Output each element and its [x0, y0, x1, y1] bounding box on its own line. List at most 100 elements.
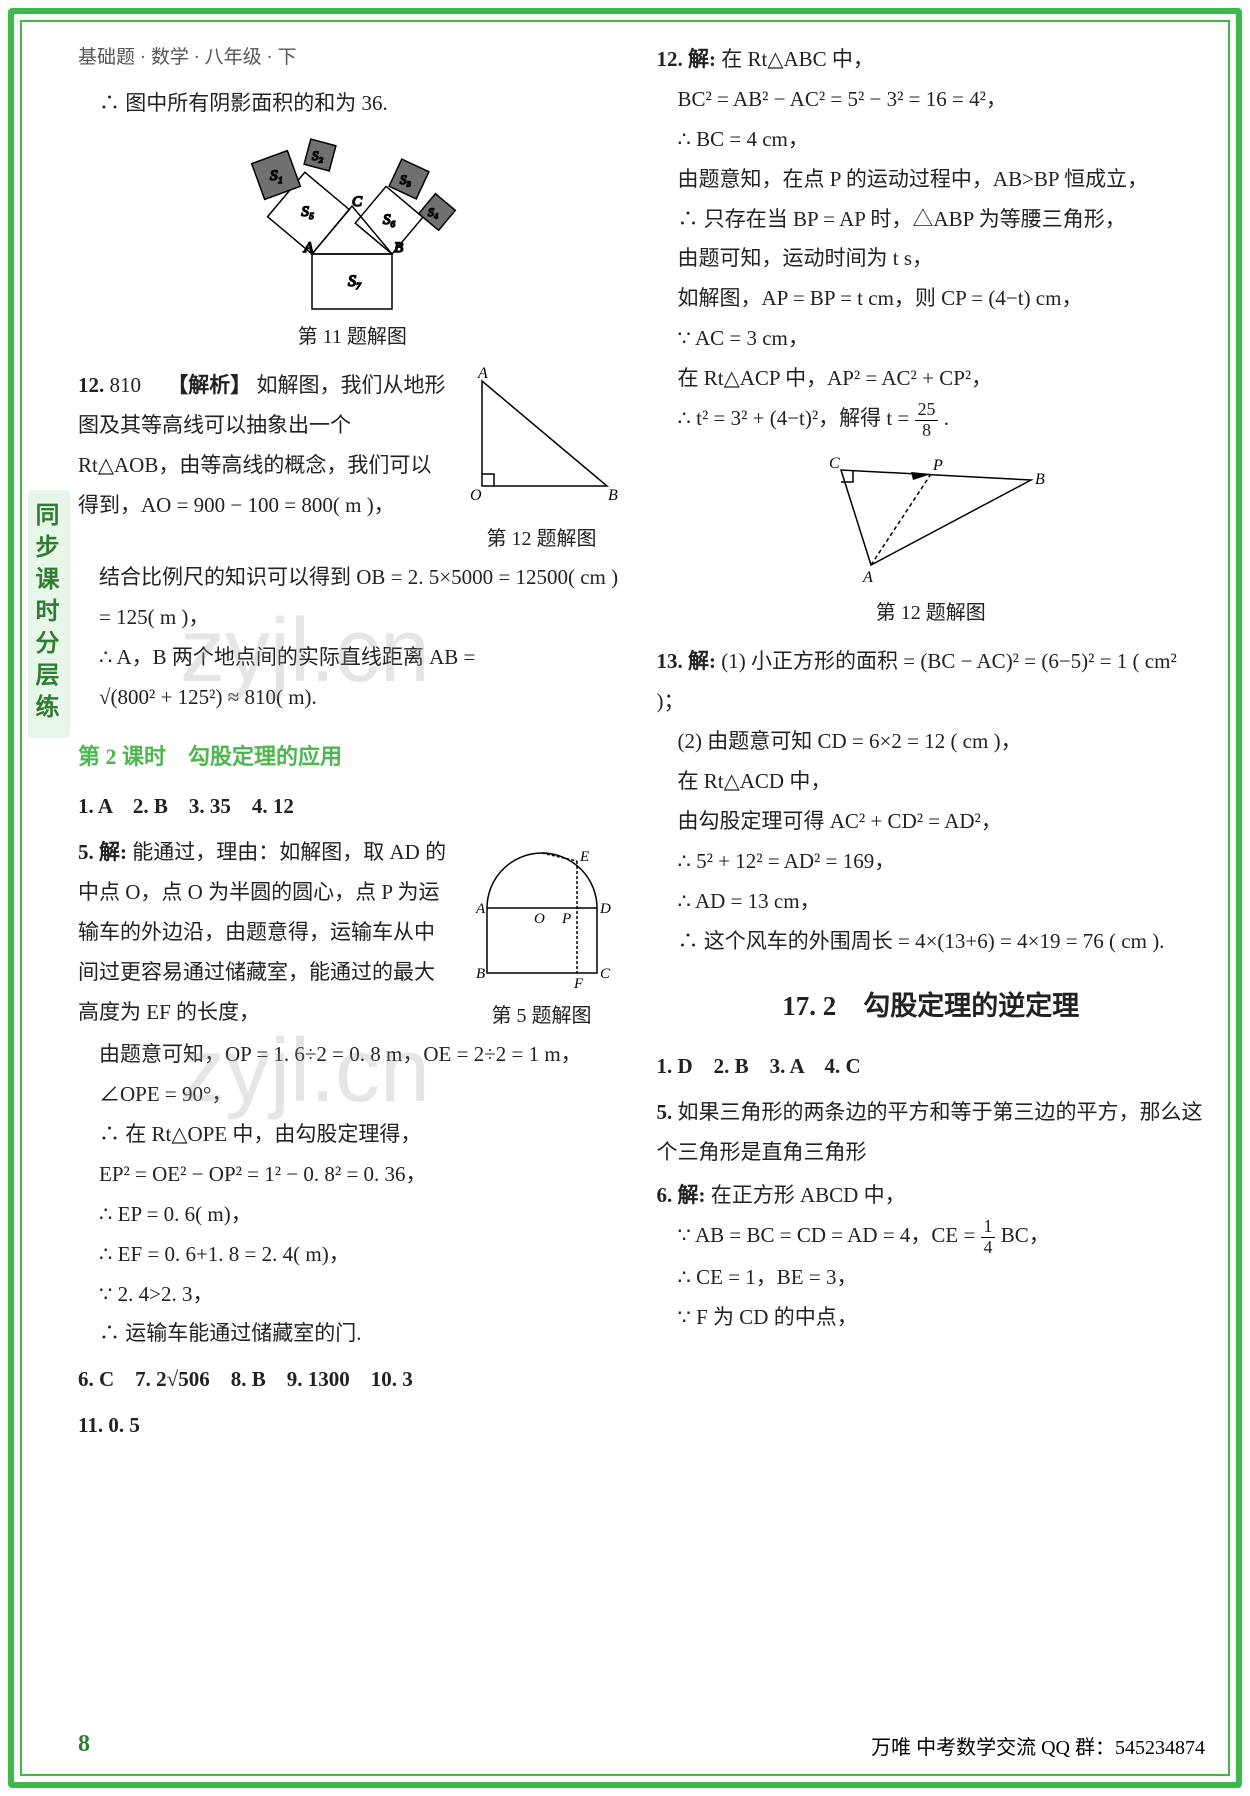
- svg-text:B: B: [476, 966, 485, 982]
- q12-text2: 结合比例尺的知识可以得到 OB = 2. 5×5000 = 12500( cm …: [78, 558, 627, 638]
- frac-den-14: 4: [981, 1238, 996, 1258]
- q5-text5: ∴ EP = 0. 6( m)，: [78, 1195, 627, 1235]
- q12r-l8: ∵ AC = 3 cm，: [657, 319, 1206, 359]
- fraction-25-8: 25 8: [915, 400, 939, 440]
- left-column: 基础题 · 数学 · 八年级 · 下 ∴ 图中所有阴影面积的和为 36. S₇ …: [78, 40, 627, 1736]
- section-17-2-title: 17. 2 勾股定理的逆定理: [657, 981, 1206, 1032]
- q5-text8: ∴ 运输车能通过储藏室的门.: [78, 1314, 627, 1354]
- svg-text:A: A: [862, 569, 873, 586]
- q6r: 6. 解: 在正方形 ABCD 中， ∵ AB = BC = CD = AD =…: [657, 1176, 1206, 1337]
- figure-5: A D B C O P E F 第 5 题解图: [457, 833, 627, 1035]
- svg-text:S₂: S₂: [312, 148, 324, 163]
- q12r-l10b: .: [944, 406, 949, 430]
- q12r-l7: 如解图，AP = BP = t cm，则 CP = (4−t) cm，: [657, 279, 1206, 319]
- q5r-number: 5.: [657, 1100, 673, 1124]
- svg-text:S₁: S₁: [270, 168, 283, 184]
- analysis-label: 【解析】: [167, 373, 251, 397]
- q12r-l5: ∴ 只存在当 BP = AP 时，△ABP 为等腰三角形，: [657, 200, 1206, 240]
- q13-number: 13.: [657, 649, 683, 673]
- svg-text:S₃: S₃: [400, 172, 411, 187]
- q13-l1: (1) 小正方形的面积 = (BC − AC)² = (6−5)² = 1 ( …: [657, 649, 1177, 713]
- q6r-l2: ∵ AB = BC = CD = AD = 4，CE = 1 4 BC，: [657, 1216, 1206, 1257]
- svg-text:C: C: [600, 966, 611, 982]
- q12r-number: 12.: [657, 47, 683, 71]
- frac-den: 8: [915, 421, 939, 441]
- svg-text:F: F: [573, 976, 584, 992]
- q6r-l2b: BC，: [1001, 1223, 1050, 1247]
- q12-answer: 810: [110, 373, 142, 397]
- figure-5-caption: 第 5 题解图: [457, 997, 627, 1035]
- q12-left: A O B 第 12 题解图 12. 810 【解析】 如解图，我们从地形图及其…: [78, 366, 627, 718]
- frac-num-14: 1: [981, 1217, 996, 1238]
- q6r-l1: 在正方形 ABCD 中，: [711, 1183, 906, 1207]
- svg-text:B: B: [608, 487, 618, 504]
- q13-label: 解:: [688, 649, 716, 673]
- q6r-l4: ∵ F 为 CD 的中点，: [657, 1298, 1206, 1338]
- q5-text2: 由题意可知，OP = 1. 6÷2 = 0. 8 m，OE = 2÷2 = 1 …: [78, 1035, 627, 1115]
- answers-row-2: 6. C 7. 2√506 8. B 9. 1300 10. 3: [78, 1360, 627, 1400]
- q5-text1: 能通过，理由：如解图，取 AD 的中点 O，点 O 为半圆的圆心，点 P 为运输…: [78, 840, 446, 1024]
- side-tab: 同步课时分层练: [28, 490, 70, 738]
- section-2-title: 第 2 课时 勾股定理的应用: [78, 736, 627, 778]
- triangle-acp-diagram: A C B P: [801, 450, 1061, 590]
- q12-number: 12.: [78, 373, 104, 397]
- q11-answer: 11. 0. 5: [78, 1406, 627, 1446]
- q5-number: 5.: [78, 840, 94, 864]
- footer: 8 万唯 中考数学交流 QQ 群：545234874: [78, 1731, 1205, 1760]
- q12r-l10: ∴ t² = 3² + (4−t)²，解得 t = 25 8 .: [657, 399, 1206, 440]
- right-column: 12. 解: 在 Rt△ABC 中， BC² = AB² − AC² = 5² …: [657, 40, 1206, 1736]
- figure-12-right: A C B P 第 12 题解图: [657, 450, 1206, 632]
- svg-text:D: D: [599, 901, 611, 917]
- right-triangle-aob: A O B: [462, 366, 622, 516]
- svg-text:A: A: [475, 901, 486, 917]
- q5-text3: ∴ 在 Rt△OPE 中，由勾股定理得，: [78, 1115, 627, 1155]
- figure-12-left: A O B 第 12 题解图: [457, 366, 627, 558]
- page-number: 8: [78, 1731, 90, 1760]
- content-columns: 基础题 · 数学 · 八年级 · 下 ∴ 图中所有阴影面积的和为 36. S₇ …: [78, 40, 1205, 1736]
- q12r-l3: ∴ BC = 4 cm，: [657, 120, 1206, 160]
- svg-text:S₇: S₇: [348, 273, 362, 290]
- q12r-l10a: ∴ t² = 3² + (4−t)²，解得 t =: [678, 406, 915, 430]
- q5-label: 解:: [99, 840, 127, 864]
- svg-text:S₆: S₆: [383, 212, 396, 228]
- svg-text:S₅: S₅: [302, 204, 315, 220]
- svg-text:C: C: [829, 455, 840, 472]
- q12r-l2: BC² = AB² − AC² = 5² − 3² = 16 = 4²，: [657, 80, 1206, 120]
- footer-text: 万唯 中考数学交流 QQ 群：545234874: [871, 1731, 1205, 1760]
- q12r-l1: 在 Rt△ABC 中，: [721, 47, 874, 71]
- q12r-l9: 在 Rt△ACP 中，AP² = AC² + CP²，: [657, 359, 1206, 399]
- svg-text:O: O: [534, 911, 545, 927]
- answers-row-1: 1. A 2. B 3. 35 4. 12: [78, 787, 627, 827]
- q6r-label: 解:: [678, 1183, 706, 1207]
- q12-right: 12. 解: 在 Rt△ABC 中， BC² = AB² − AC² = 5² …: [657, 40, 1206, 632]
- q12-text4: √(800² + 125²) ≈ 810( m).: [78, 678, 627, 718]
- svg-text:C: C: [352, 194, 363, 210]
- q12r-l4: 由题意知，在点 P 的运动过程中，AB>BP 恒成立，: [657, 160, 1206, 200]
- svg-text:P: P: [561, 911, 571, 927]
- q5: A D B C O P E F 第 5 题解图 5. 解: 能通过，理由：如解图…: [78, 833, 627, 1354]
- q5-text7: ∵ 2. 4>2. 3，: [78, 1275, 627, 1315]
- svg-text:B: B: [1035, 471, 1045, 488]
- arch-door-diagram: A D B C O P E F: [462, 833, 622, 993]
- figure-12r-caption: 第 12 题解图: [657, 594, 1206, 632]
- q13-l5: ∴ 5² + 12² = AD² = 169，: [657, 842, 1206, 882]
- q5r: 5. 如果三角形的两条边的平方和等于第三边的平方，那么这个三角形是直角三角形: [657, 1093, 1206, 1173]
- q5r-text: 如果三角形的两条边的平方和等于第三边的平方，那么这个三角形是直角三角形: [657, 1100, 1203, 1164]
- figure-11: S₇ A B C S₅ S₆ S₁: [78, 134, 627, 356]
- svg-text:E: E: [579, 849, 589, 865]
- q12-text3: ∴ A，B 两个地点间的实际直线距离 AB =: [78, 638, 627, 678]
- q13-l3: 在 Rt△ACD 中，: [657, 762, 1206, 802]
- q13-l7: ∴ 这个风车的外围周长 = 4×(13+6) = 4×19 = 76 ( cm …: [657, 922, 1206, 962]
- q13: 13. 解: (1) 小正方形的面积 = (BC − AC)² = (6−5)²…: [657, 642, 1206, 961]
- svg-text:A: A: [477, 366, 488, 382]
- q12r-label: 解:: [688, 47, 716, 71]
- solution-line: ∴ 图中所有阴影面积的和为 36.: [78, 84, 627, 124]
- q13-l2: (2) 由题意可知 CD = 6×2 = 12 ( cm )，: [657, 722, 1206, 762]
- answers-row-r: 1. D 2. B 3. A 4. C: [657, 1047, 1206, 1087]
- svg-text:S₄: S₄: [428, 205, 438, 219]
- pythag-tree-diagram: S₇ A B C S₅ S₆ S₁: [222, 134, 482, 314]
- q12r-l6: 由题可知，运动时间为 t s，: [657, 239, 1206, 279]
- svg-text:O: O: [470, 487, 482, 504]
- q13-l6: ∴ AD = 13 cm，: [657, 882, 1206, 922]
- page-header: 基础题 · 数学 · 八年级 · 下: [78, 40, 627, 76]
